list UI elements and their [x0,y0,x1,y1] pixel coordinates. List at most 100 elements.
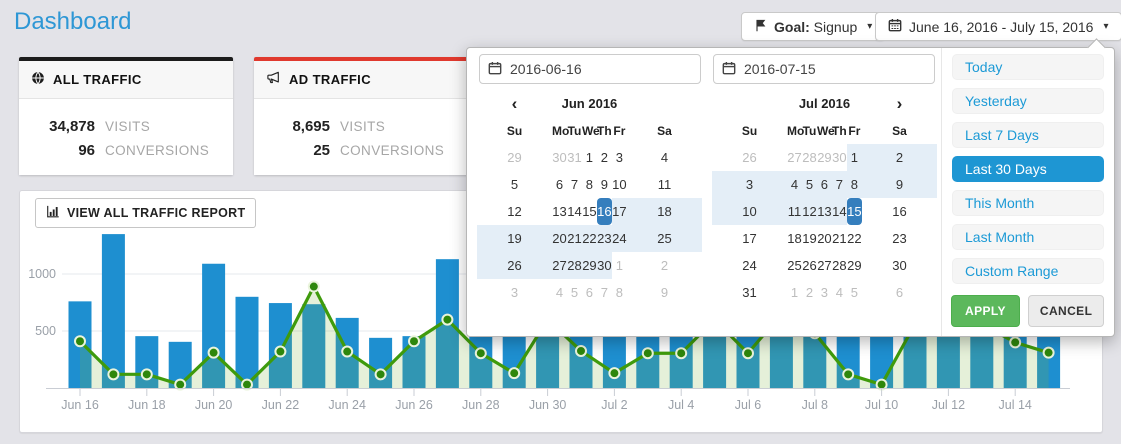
calendar-day[interactable]: 9 [861,171,937,198]
calendar-day[interactable]: 11 [657,177,672,192]
calendar-day[interactable]: 1 [790,285,799,300]
calendar-next-icon[interactable]: › [896,94,903,113]
preset-this-month[interactable]: This Month [952,190,1104,216]
calendar-day[interactable]: 3 [510,285,519,300]
calendar-day[interactable]: 1 [846,144,862,171]
calendar-day[interactable]: 9 [600,177,608,192]
calendar-day[interactable]: 24 [611,225,627,252]
calendar-day[interactable]: 23 [892,231,907,246]
calendar-day[interactable]: 10 [612,177,627,192]
calendar-day[interactable]: 27 [817,258,832,273]
calendar-day[interactable]: 14 [831,198,847,225]
calendar-day[interactable]: 1 [615,258,624,273]
calendar-day[interactable]: 25 [787,258,802,273]
calendar-day[interactable]: 30 [892,258,907,273]
view-all-traffic-report-button[interactable]: VIEW ALL TRAFFIC REPORT [35,198,257,228]
calendar-day-selected[interactable]: 15 [846,198,862,225]
calendar-day[interactable]: 12 [801,198,817,225]
calendar-day[interactable]: 2 [660,258,669,273]
preset-last-7-days[interactable]: Last 7 Days [952,122,1104,148]
calendar-day[interactable]: 29 [581,252,597,279]
calendar-day[interactable]: 5 [801,171,817,198]
end-date-input[interactable] [713,54,935,84]
calendar-day[interactable]: 5 [850,285,859,300]
calendar-day[interactable]: 28 [832,258,847,273]
goal-dropdown-button[interactable]: Goal: Signup ▾ [741,12,886,41]
calendar-day[interactable]: 4 [555,285,564,300]
calendar-day[interactable]: 30 [596,252,612,279]
calendar-day[interactable]: 2 [861,144,937,171]
calendar-day[interactable]: 26 [477,252,552,279]
calendar-day[interactable]: 26 [802,258,817,273]
calendar-day[interactable]: 7 [570,177,579,192]
calendar-day[interactable]: 22 [847,231,862,246]
cancel-button[interactable]: CANCEL [1027,295,1105,327]
calendar-day[interactable]: 4 [835,285,843,300]
calendar-day[interactable]: 16 [892,204,907,219]
calendar-day[interactable]: 5 [570,285,579,300]
calendar-day[interactable]: 14 [567,204,582,219]
preset-last-month[interactable]: Last Month [952,224,1104,250]
calendar-day[interactable]: 30 [832,150,847,165]
calendar-day[interactable]: 1 [585,150,594,165]
calendar-day[interactable]: 21 [566,225,582,252]
calendar-day[interactable]: 8 [585,177,594,192]
preset-custom-range[interactable]: Custom Range [952,258,1104,284]
calendar-day[interactable]: 28 [566,252,582,279]
calendar-day[interactable]: 29 [507,150,522,165]
calendar-day[interactable]: 31 [742,285,757,300]
calendar-day[interactable]: 29 [847,258,862,273]
preset-yesterday[interactable]: Yesterday [952,88,1104,114]
calendar-day[interactable]: 17 [742,231,757,246]
preset-last-30-days[interactable]: Last 30 Days [952,156,1104,182]
calendar-day[interactable]: 11 [787,198,802,225]
calendar-day[interactable]: 6 [585,285,594,300]
calendar-day[interactable]: 12 [507,204,522,219]
calendar-day[interactable]: 8 [615,285,624,300]
calendar-day[interactable]: 7 [600,285,608,300]
calendar-day[interactable]: 28 [802,150,817,165]
calendar-day[interactable]: 10 [712,198,787,225]
calendar-day[interactable]: 21 [832,231,847,246]
calendar-day[interactable]: 3 [712,171,787,198]
calendar-day[interactable]: 23 [596,225,612,252]
calendar-day[interactable]: 20 [552,225,567,252]
calendar-day[interactable]: 24 [742,258,757,273]
calendar-day[interactable]: 15 [582,204,597,219]
calendar-day[interactable]: 6 [895,285,904,300]
calendar-day[interactable]: 5 [510,177,519,192]
calendar-prev-icon[interactable]: ‹ [511,94,518,113]
apply-button[interactable]: APPLY [951,295,1020,327]
calendar-day[interactable]: 3 [615,150,624,165]
calendar-day[interactable]: 6 [816,171,832,198]
preset-today[interactable]: Today [952,54,1104,80]
start-date-input[interactable] [479,54,701,84]
calendar-day[interactable]: 19 [477,225,552,252]
calendar-day[interactable]: 2 [805,285,814,300]
daterange-button[interactable]: June 16, 2016 - July 15, 2016 ▾ [875,12,1121,41]
calendar-day[interactable]: 13 [816,198,832,225]
calendar-day[interactable]: 18 [787,231,802,246]
calendar-day[interactable]: 25 [626,225,702,252]
calendar-day[interactable]: 13 [552,204,567,219]
calendar-day[interactable]: 2 [600,150,608,165]
calendar-day[interactable]: 19 [802,231,817,246]
calendar-day[interactable]: 9 [660,285,669,300]
calendar-day[interactable]: 4 [787,171,802,198]
calendar-day[interactable]: 6 [555,177,564,192]
calendar-day-selected[interactable]: 16 [596,198,612,225]
calendar-day[interactable]: 3 [820,285,829,300]
calendar-day[interactable]: 27 [552,252,567,279]
calendar-day[interactable]: 31 [567,150,582,165]
calendar-day[interactable]: 18 [626,198,702,225]
calendar-day[interactable]: 22 [581,225,597,252]
calendar-day[interactable]: 30 [552,150,567,165]
calendar-day[interactable]: 20 [817,231,832,246]
calendar-day[interactable]: 27 [787,150,802,165]
calendar-day[interactable]: 26 [742,150,757,165]
calendar-day[interactable]: 7 [831,171,847,198]
calendar-day[interactable]: 17 [611,198,627,225]
calendar-day[interactable]: 4 [660,150,669,165]
calendar-day[interactable]: 8 [846,171,862,198]
calendar-day[interactable]: 29 [817,150,832,165]
